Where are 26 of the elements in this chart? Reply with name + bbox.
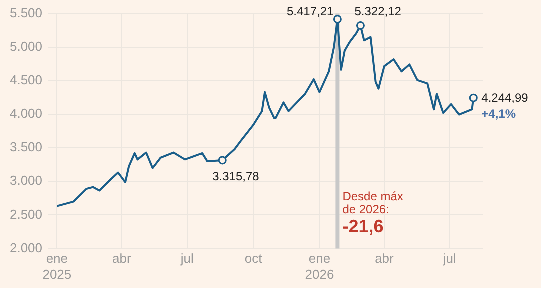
- x-tick-label: oct: [244, 251, 263, 266]
- y-tick-label: 5.500: [10, 5, 43, 20]
- x-tick-label: ene 2025: [42, 251, 72, 282]
- annotation: 5.417,21: [286, 4, 334, 18]
- annotation: 5.322,12: [354, 4, 402, 19]
- annotation: 3.315,78: [212, 169, 260, 184]
- point: [469, 94, 478, 102]
- annotation: -21,6: [342, 216, 384, 237]
- y-tick-label: 4.000: [10, 106, 43, 122]
- annotation: 4.244,99: [482, 91, 529, 106]
- point: [356, 21, 365, 30]
- y-tick-label: 2.500: [10, 206, 43, 222]
- x-tick-label: ene 2026: [305, 251, 334, 282]
- y-tick-label: 3.000: [10, 173, 43, 188]
- x-tick-label: abr: [375, 251, 395, 266]
- ref-line-label: Desde máx de 2026:: [342, 189, 404, 216]
- y-tick-label: 3.500: [10, 140, 43, 155]
- y-tick-label: 5.000: [10, 38, 43, 54]
- point: [218, 156, 227, 165]
- annotation: +4,1%: [482, 107, 516, 122]
- x-tick-label: jul: [442, 251, 457, 266]
- point: [333, 15, 342, 24]
- y-tick-label: 4.500: [10, 72, 43, 88]
- y-tick-label: 2.000: [10, 240, 43, 256]
- x-tick-label: abr: [112, 251, 132, 266]
- x-tick-label: jul: [180, 251, 194, 266]
